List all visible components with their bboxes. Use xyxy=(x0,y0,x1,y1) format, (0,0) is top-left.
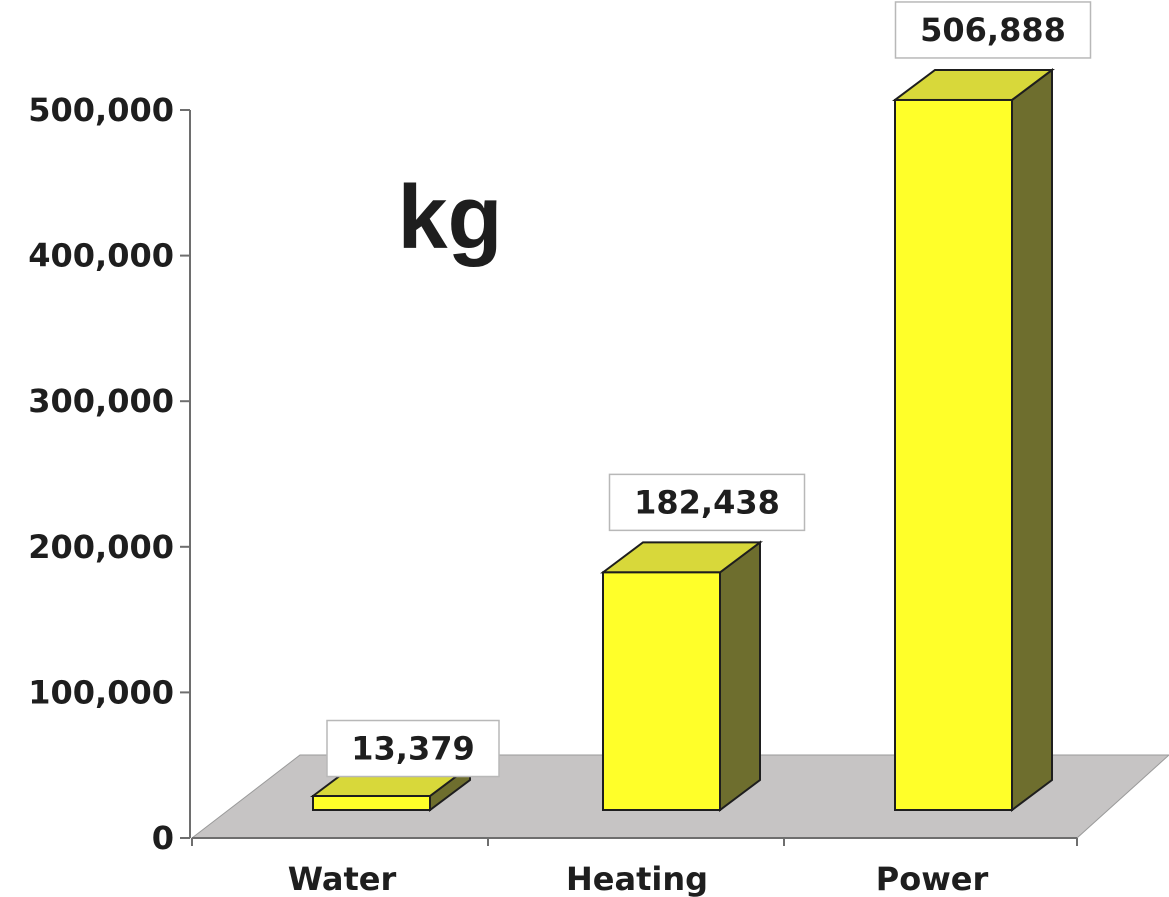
data-label: 13,379 xyxy=(326,719,500,778)
bar-front xyxy=(312,795,431,811)
data-label-text: 182,438 xyxy=(634,483,780,521)
data-label-box xyxy=(894,1,1092,59)
data-label-box xyxy=(608,473,806,532)
x-tick-label: Water xyxy=(288,860,397,897)
unit-label: kg xyxy=(397,168,502,268)
bar-side xyxy=(1011,67,1053,812)
bar-front xyxy=(894,98,1013,811)
x-tick-label: Heating xyxy=(566,860,708,897)
data-label-text: 506,888 xyxy=(920,11,1066,49)
y-tick-label: 400,000 xyxy=(28,237,174,275)
bar-side xyxy=(719,540,761,812)
bar-heating xyxy=(600,540,763,812)
y-tick-label: 500,000 xyxy=(28,91,174,129)
data-labels-group: Water 13,379 Heating 182,438 Power 506,888 xyxy=(288,1,1092,897)
y-tick-label: 100,000 xyxy=(28,673,174,711)
x-tick-label: Power xyxy=(876,860,989,897)
data-label-text: 13,379 xyxy=(351,730,474,768)
bar-power xyxy=(892,67,1055,812)
y-tick-label: 300,000 xyxy=(28,382,174,420)
data-label: 182,438 xyxy=(608,473,806,532)
bars-group xyxy=(310,67,1055,812)
data-label-box xyxy=(326,719,500,778)
y-tick-label: 200,000 xyxy=(28,528,174,566)
bar-front xyxy=(602,571,721,812)
y-axis-group: 0 100,000 200,000 300,000 400,000 500,000 xyxy=(28,91,191,857)
data-label: 506,888 xyxy=(894,1,1092,59)
y-tick-label: 0 xyxy=(152,819,174,857)
